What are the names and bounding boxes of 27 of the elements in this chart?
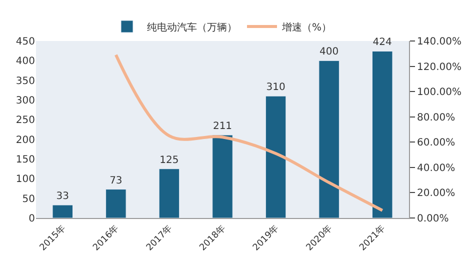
y-tick-label: 400	[16, 56, 35, 68]
y2-tick-label: 0.00%	[417, 214, 449, 224]
y-tick-label: 250	[16, 115, 35, 126]
data-label: 211	[212, 121, 232, 132]
y2-tick-label: 100.00%	[417, 87, 462, 98]
y2-tick-label: 40.00%	[417, 162, 456, 174]
y2-tick-label: 80.00%	[417, 112, 456, 124]
legend-label: 增速（%）	[281, 21, 332, 34]
data-label: 310	[266, 82, 286, 94]
y2-tick-label: 60.00%	[417, 138, 456, 149]
y-tick-label: 450	[16, 36, 35, 48]
y-tick-label: 350	[16, 76, 35, 87]
data-label: 125	[160, 154, 179, 166]
legend-label: 纯电动汽车（万辆）	[147, 21, 237, 34]
data-label: 33	[56, 191, 70, 202]
y2-tick-label: 120.00%	[417, 62, 462, 73]
y-tick-label: 100	[16, 174, 35, 186]
data-label: 73	[110, 175, 122, 186]
y2-tick-label: 140.00%	[417, 36, 462, 48]
y-tick-label: 150	[16, 154, 35, 166]
y-tick-label: 50	[22, 194, 35, 205]
y-tick-label: 0	[28, 214, 35, 224]
y-tick-label: 200	[16, 134, 35, 146]
y2-tick-label: 20.00%	[417, 188, 456, 200]
y-tick-label: 300	[16, 96, 35, 106]
data-label: 424	[372, 37, 392, 48]
data-label: 400	[320, 46, 339, 58]
